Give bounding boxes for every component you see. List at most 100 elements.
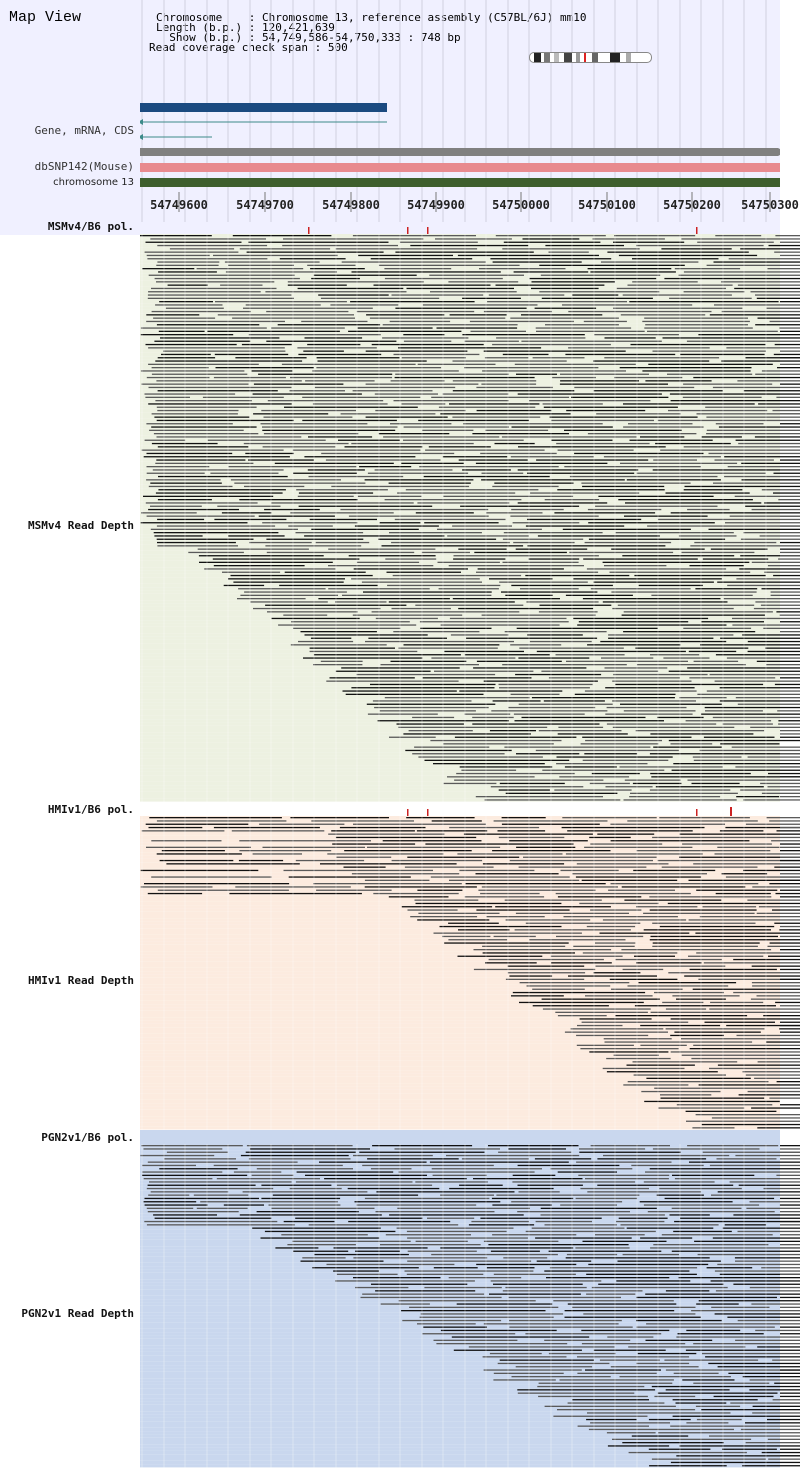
row-bg — [140, 1043, 780, 1047]
read — [629, 796, 721, 798]
read — [371, 343, 484, 346]
read — [364, 886, 477, 888]
row-bg — [140, 791, 780, 795]
read-overflow — [780, 726, 800, 728]
snp-tick — [308, 227, 310, 235]
read — [242, 1191, 368, 1193]
read — [572, 294, 619, 296]
read — [696, 889, 778, 891]
read — [732, 617, 780, 620]
info-chromosome-label: Chromosome — [156, 11, 249, 24]
msm-read-depth-track[interactable] — [140, 234, 780, 804]
read-overflow — [780, 792, 800, 794]
read — [240, 594, 338, 596]
read — [148, 1194, 190, 1196]
read — [263, 433, 359, 435]
read — [464, 713, 511, 715]
row-bg — [140, 1020, 780, 1024]
read — [634, 574, 766, 577]
read — [492, 343, 611, 346]
read — [155, 400, 252, 402]
read — [492, 485, 559, 488]
read — [303, 350, 344, 352]
read — [652, 1148, 760, 1150]
read — [375, 1211, 495, 1213]
hmi-read-depth-track[interactable] — [140, 816, 780, 1130]
row-bg — [140, 296, 780, 300]
read — [579, 902, 659, 905]
read — [369, 317, 506, 319]
read-overflow — [780, 1310, 800, 1312]
read — [567, 1303, 677, 1305]
read — [514, 720, 664, 722]
read — [766, 664, 780, 666]
read-overflow — [780, 733, 800, 735]
row-bg — [140, 974, 780, 978]
read — [265, 545, 362, 547]
read — [709, 1008, 780, 1010]
read — [756, 660, 780, 662]
read — [626, 479, 721, 481]
read-overflow — [780, 687, 800, 689]
read — [613, 673, 708, 676]
read — [750, 998, 780, 1000]
read — [527, 634, 583, 636]
read — [576, 863, 669, 865]
read — [634, 955, 675, 957]
read — [654, 1395, 696, 1398]
row-bg — [140, 961, 780, 965]
read — [715, 1290, 780, 1292]
read — [148, 403, 292, 405]
read — [293, 627, 401, 629]
row-bg — [140, 1427, 780, 1432]
read — [649, 909, 757, 911]
read-overflow — [780, 512, 800, 514]
read — [686, 340, 780, 342]
read — [778, 499, 780, 501]
chromosome-ideogram[interactable] — [529, 52, 652, 63]
read — [705, 1356, 780, 1358]
read — [380, 664, 479, 666]
read — [375, 409, 466, 412]
read — [279, 258, 346, 260]
read — [618, 499, 753, 501]
read — [406, 817, 475, 819]
read — [166, 863, 300, 865]
read-overflow — [780, 1051, 800, 1053]
read-overflow — [780, 1442, 800, 1444]
pgn-read-depth-track[interactable] — [140, 1144, 780, 1469]
read — [452, 598, 560, 600]
read-overflow — [780, 1178, 800, 1180]
read — [392, 574, 522, 577]
read — [639, 1201, 733, 1203]
read — [458, 548, 507, 550]
read — [674, 268, 741, 270]
read-overflow — [780, 248, 800, 250]
info-chromosome-value: : Chromosome 13, reference assembly (C57… — [248, 11, 587, 24]
read-overflow — [780, 723, 800, 725]
read-overflow — [780, 1362, 800, 1365]
read — [586, 925, 636, 928]
info-chromosome: Chromosome : Chromosome 13, reference as… — [156, 12, 586, 23]
read — [144, 251, 239, 253]
read — [648, 1418, 691, 1421]
read — [410, 244, 529, 247]
read-overflow — [780, 1107, 800, 1109]
read — [313, 274, 417, 276]
hmi-right-svg — [780, 816, 800, 1130]
read-overflow — [780, 782, 800, 785]
read-overflow — [780, 1277, 800, 1279]
read — [202, 396, 284, 398]
read — [351, 271, 501, 273]
row-bg — [140, 1388, 780, 1392]
read — [336, 856, 392, 858]
read — [733, 958, 780, 961]
read-overflow — [780, 1435, 800, 1437]
read-overflow — [780, 677, 800, 679]
read — [555, 1011, 648, 1013]
read — [775, 1001, 780, 1004]
read — [494, 442, 535, 445]
read-overflow — [780, 1174, 800, 1176]
read — [333, 1247, 428, 1249]
read — [650, 654, 700, 656]
